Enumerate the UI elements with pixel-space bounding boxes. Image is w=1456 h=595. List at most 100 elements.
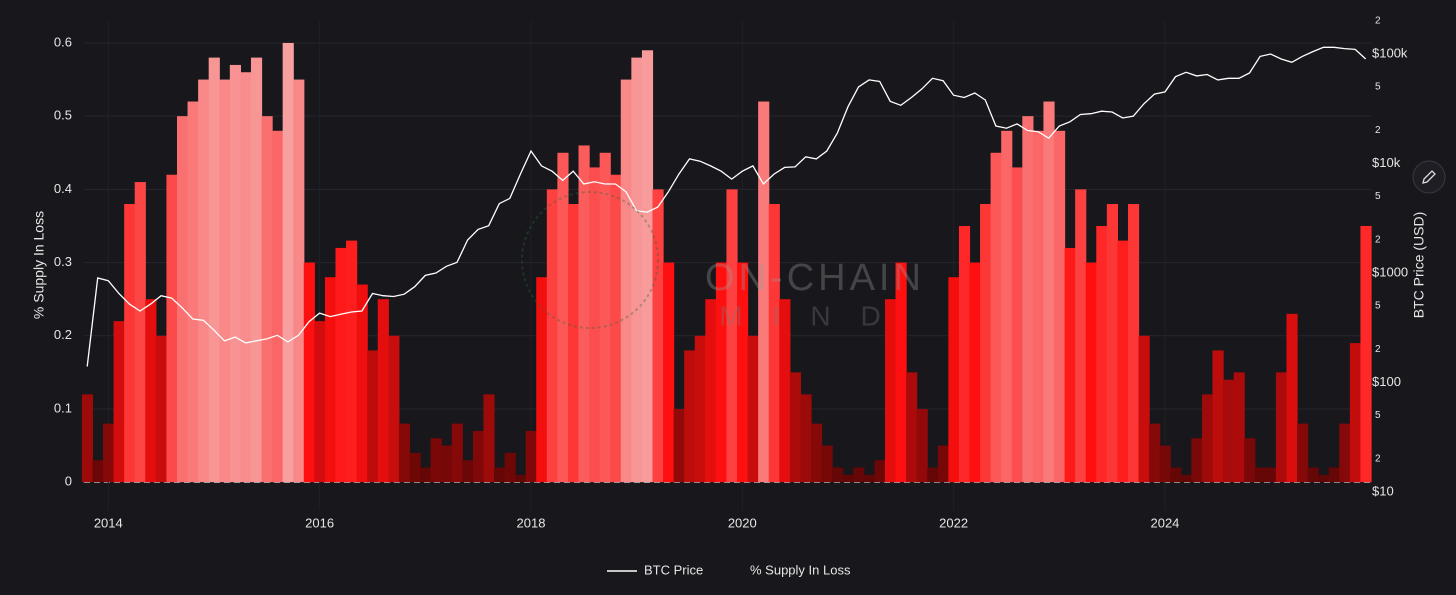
loss-bar <box>557 152 569 483</box>
y2-tick-label: 2 <box>1375 125 1381 136</box>
loss-bar <box>1233 372 1245 483</box>
x-tick-label: 2022 <box>939 515 968 530</box>
loss-bar <box>303 262 315 483</box>
y2-tick-label: $10k <box>1372 155 1401 170</box>
loss-bar <box>969 262 981 483</box>
x-tick-label: 2024 <box>1150 515 1179 530</box>
loss-bar <box>1117 240 1129 483</box>
y2-tick-label: $100k <box>1372 45 1408 60</box>
loss-bar <box>884 299 897 483</box>
loss-bar <box>335 247 347 483</box>
y-tick-label: 0 <box>65 474 72 489</box>
loss-bar <box>1223 379 1235 483</box>
loss-bar <box>261 116 273 483</box>
edit-icon[interactable] <box>1422 170 1436 184</box>
loss-bar <box>420 467 432 483</box>
y-tick-label: 0.4 <box>54 181 72 196</box>
loss-bar <box>282 42 294 483</box>
y2-tick-label: 5 <box>1375 301 1381 312</box>
loss-bar <box>1127 204 1140 483</box>
y-tick-label: 0.2 <box>54 327 72 342</box>
loss-bar <box>134 182 146 483</box>
loss-bar <box>652 189 664 483</box>
loss-bar <box>451 423 463 483</box>
loss-bar <box>821 445 833 483</box>
loss-bar <box>620 79 632 483</box>
edit-button-circle[interactable] <box>1412 160 1446 194</box>
loss-bar <box>504 452 516 483</box>
loss-bar <box>155 335 168 483</box>
loss-bar <box>663 262 675 483</box>
loss-bar <box>1265 467 1277 483</box>
loss-bar <box>462 460 474 483</box>
loss-bar <box>441 445 453 483</box>
y2-axis-title: BTC Price (USD) <box>1411 212 1427 319</box>
loss-bar <box>1022 116 1034 483</box>
loss-bar <box>673 408 685 483</box>
watermark: ON-CHAIN MIND <box>521 191 921 331</box>
loss-bar <box>103 423 115 483</box>
loss-bar <box>377 299 389 483</box>
loss-bar <box>1085 262 1097 483</box>
loss-bar <box>705 299 717 483</box>
loss-bar <box>874 460 886 483</box>
legend-label: BTC Price <box>644 562 703 577</box>
loss-bar <box>789 372 802 483</box>
loss-bar <box>800 394 812 483</box>
loss-bar <box>1138 335 1150 483</box>
loss-bar <box>293 79 305 483</box>
loss-bar <box>1032 130 1045 483</box>
price-line <box>86 46 1367 367</box>
loss-bar <box>1212 350 1224 483</box>
loss-bar <box>493 467 506 483</box>
loss-bar <box>641 50 654 483</box>
loss-bar <box>810 423 823 483</box>
loss-bar <box>1191 438 1203 483</box>
loss-bar <box>176 116 189 483</box>
loss-bar <box>388 335 400 483</box>
loss-bar <box>863 474 875 483</box>
loss-bar <box>726 189 738 483</box>
loss-bar <box>842 474 854 483</box>
loss-bar <box>81 394 94 483</box>
loss-bar <box>853 467 865 483</box>
y2-tick-label: 2 <box>1375 344 1381 355</box>
loss-bar <box>208 57 220 483</box>
edit-button[interactable] <box>1412 160 1446 194</box>
y-axis-title: % Supply In Loss <box>31 211 47 319</box>
loss-bar <box>779 299 791 483</box>
x-tick-label: 2014 <box>94 515 123 530</box>
y2-tick-label: 2 <box>1375 235 1381 246</box>
loss-bar <box>927 467 939 483</box>
loss-bar <box>589 167 601 483</box>
loss-bar <box>1286 313 1298 483</box>
y2-tick-label: 5 <box>1375 191 1381 202</box>
x-tick-label: 2020 <box>728 515 757 530</box>
loss-bar <box>145 299 157 483</box>
loss-bar <box>356 284 368 483</box>
loss-bar <box>1096 225 1108 483</box>
watermark-text: MIND <box>719 300 911 331</box>
loss-bar <box>1339 423 1351 483</box>
loss-bar <box>272 130 284 483</box>
y2-tick-label: 2 <box>1375 454 1381 465</box>
loss-bar <box>980 204 992 483</box>
loss-bar <box>546 189 558 483</box>
x-tick-label: 2018 <box>517 515 546 530</box>
loss-bar <box>124 204 136 483</box>
legend-label: % Supply In Loss <box>750 562 851 577</box>
loss-bar <box>1043 101 1055 483</box>
marks <box>81 42 1372 483</box>
loss-bar <box>346 240 358 483</box>
loss-bar <box>1011 167 1023 483</box>
loss-bar <box>737 262 749 483</box>
loss-bar <box>92 460 104 483</box>
loss-bar <box>409 452 421 483</box>
loss-bar <box>1318 474 1330 483</box>
loss-bar <box>599 152 611 483</box>
loss-bar <box>567 204 580 483</box>
loss-bar <box>958 225 971 483</box>
loss-bar <box>684 350 696 483</box>
loss-bar <box>198 79 210 483</box>
